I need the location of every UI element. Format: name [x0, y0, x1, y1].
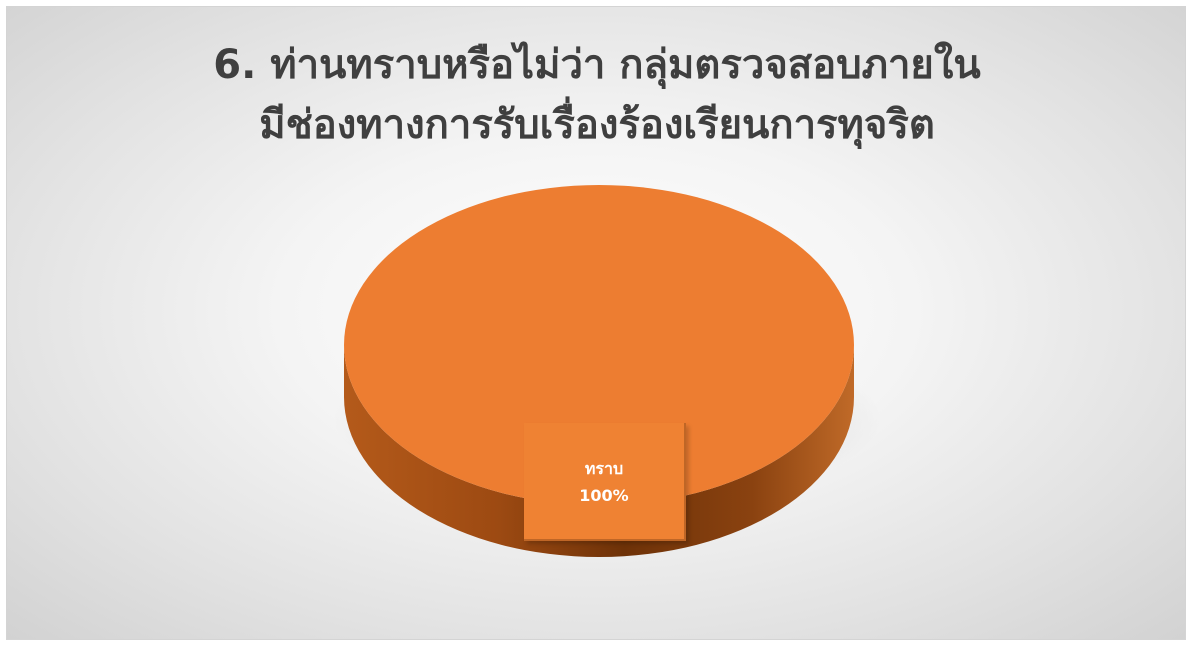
- data-label-percent: 100%: [579, 486, 629, 505]
- chart-title-line-2: มีช่องทางการรับเรื่องร้องเรียนการทุจริต: [259, 102, 935, 148]
- pie-slice-side-0: [344, 345, 854, 557]
- chart-title-line-1: 6. ท่านทราบหรือไม่ว่า กลุ่มตรวจสอบภายใน: [213, 42, 981, 88]
- data-label-category: ทราบ: [584, 459, 624, 478]
- chart-title: 6. ท่านทราบหรือไม่ว่า กลุ่มตรวจสอบภายใน …: [7, 35, 1185, 155]
- data-label-tharab: ทราบ 100%: [524, 423, 686, 541]
- pie-plot: [332, 185, 882, 557]
- pie-slice-0: [344, 185, 854, 505]
- chart-area: 6. ท่านทราบหรือไม่ว่า กลุ่มตรวจสอบภายใน …: [6, 6, 1186, 640]
